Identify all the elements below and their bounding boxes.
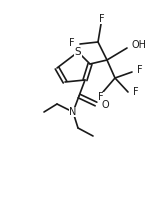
Text: O: O — [101, 100, 109, 110]
Text: F: F — [133, 87, 139, 97]
Text: F: F — [99, 14, 105, 24]
Text: F: F — [69, 38, 75, 48]
Text: OH: OH — [132, 40, 147, 50]
Text: F: F — [137, 65, 143, 75]
Text: S: S — [75, 47, 81, 57]
Text: F: F — [98, 92, 104, 102]
Text: N: N — [69, 107, 77, 117]
